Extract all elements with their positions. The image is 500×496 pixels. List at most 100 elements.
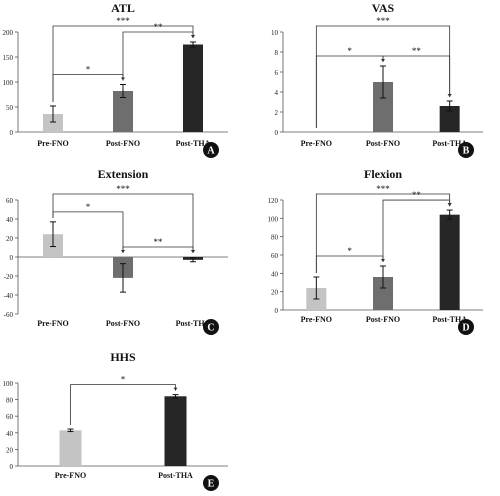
bar-b-2 bbox=[439, 106, 460, 132]
y-tick-label-b: 10 bbox=[271, 29, 279, 37]
y-tick-label-e: 80 bbox=[6, 397, 14, 405]
y-tick-label-e: 60 bbox=[6, 413, 14, 421]
y-tick-label-d: 80 bbox=[271, 234, 279, 242]
y-tick-label-c: -40 bbox=[4, 292, 14, 300]
chart-title-a: ATL bbox=[111, 1, 135, 15]
y-tick-label-c: 20 bbox=[6, 235, 14, 243]
panel-e: HHS 0 20 40 60 80 100 Pre-FNO Post-THA * E bbox=[3, 350, 228, 491]
y-tick-label-a: 50 bbox=[6, 104, 14, 112]
y-tick-label-b: 0 bbox=[275, 129, 279, 137]
panel-letter-e: E bbox=[208, 479, 215, 490]
panel-badge-e bbox=[203, 475, 219, 491]
panel-letter-b: B bbox=[463, 146, 470, 157]
significance-bracket-a-1 bbox=[122, 31, 194, 81]
chart-title-e: HHS bbox=[110, 350, 136, 364]
significance-bracket-d-0 bbox=[315, 255, 384, 273]
significance-label-c-0: * bbox=[86, 202, 91, 212]
y-tick-label-c: -20 bbox=[4, 273, 14, 281]
panel-badge-d bbox=[458, 319, 474, 335]
y-tick-label-b: 6 bbox=[275, 69, 279, 77]
y-tick-label-d: 120 bbox=[268, 197, 279, 205]
significance-label-d-1: ** bbox=[412, 190, 422, 200]
panel-badge-b bbox=[458, 142, 474, 158]
panel-letter-a: A bbox=[207, 146, 215, 157]
significance-arrow-a-2 bbox=[191, 35, 195, 38]
bar-e-1 bbox=[164, 396, 187, 466]
y-tick-label-b: 4 bbox=[275, 89, 279, 97]
significance-arrow-c-2 bbox=[191, 250, 195, 253]
category-label-a-2: Post-THA bbox=[176, 139, 211, 148]
category-label-d-0: Pre-FNO bbox=[301, 315, 332, 324]
significance-bracket-c-2 bbox=[52, 193, 194, 253]
significance-arrow-b-2 bbox=[447, 94, 452, 97]
category-label-e-1: Post-THA bbox=[158, 471, 193, 480]
y-tick-label-e: 20 bbox=[6, 446, 14, 454]
y-tick-label-e: 100 bbox=[3, 380, 14, 388]
significance-bracket-e-0 bbox=[70, 384, 176, 426]
bar-b-1 bbox=[373, 82, 393, 132]
bar-d-1 bbox=[373, 277, 393, 310]
y-tick-label-c: 40 bbox=[6, 216, 14, 224]
bar-a-1 bbox=[113, 91, 133, 132]
y-tick-label-e: 40 bbox=[6, 430, 14, 438]
panel-letter-c: C bbox=[207, 323, 214, 334]
significance-label-e-0: * bbox=[121, 375, 126, 385]
y-tick-label-d: 0 bbox=[275, 307, 279, 315]
significance-bracket-d-2 bbox=[315, 193, 451, 273]
y-tick-label-d: 100 bbox=[268, 215, 279, 223]
category-label-e-0: Pre-FNO bbox=[55, 471, 86, 480]
significance-arrow-e-0 bbox=[173, 387, 178, 391]
y-tick-label-a: 100 bbox=[3, 79, 14, 87]
significance-bracket-a-0 bbox=[52, 74, 124, 102]
category-label-a-1: Post-FNO bbox=[106, 139, 140, 148]
panel-badge-c bbox=[203, 319, 219, 335]
chart-title-b: VAS bbox=[372, 1, 395, 15]
category-label-c-2: Post-THA bbox=[176, 319, 211, 328]
significance-bracket-a-2 bbox=[52, 25, 194, 102]
y-tick-label-d: 60 bbox=[271, 252, 279, 260]
bar-d-2 bbox=[439, 214, 460, 310]
significance-label-a-2: *** bbox=[116, 16, 130, 26]
y-tick-label-b: 2 bbox=[275, 109, 279, 117]
significance-bracket-c-0 bbox=[52, 211, 124, 253]
significance-label-a-1: ** bbox=[154, 22, 164, 32]
significance-label-b-1: ** bbox=[412, 46, 422, 56]
y-tick-label-a: 0 bbox=[10, 129, 14, 137]
category-label-a-0: Pre-FNO bbox=[37, 139, 68, 148]
y-tick-label-e: 0 bbox=[10, 463, 14, 471]
significance-bracket-b-2 bbox=[315, 25, 451, 128]
panel-c: Extension -60 -40 -20 0 20 40 60 Pre-FNO Post-FNO… bbox=[4, 167, 228, 335]
category-label-b-0: Pre-FNO bbox=[301, 139, 332, 148]
significance-bracket-c-1 bbox=[122, 246, 194, 253]
category-label-c-0: Pre-FNO bbox=[37, 319, 68, 328]
significance-label-b-0: * bbox=[347, 46, 352, 56]
y-tick-label-c: 0 bbox=[10, 254, 14, 262]
y-tick-label-d: 20 bbox=[271, 289, 279, 297]
panel-d: Flexion 0 20 40 60 80 100 120 Pre-FNO Post-FNO Pos… bbox=[268, 167, 483, 335]
significance-arrow-d-2 bbox=[447, 203, 452, 207]
panel-badge-a bbox=[203, 142, 219, 158]
bar-a-2 bbox=[183, 44, 203, 132]
chart-title-c: Extension bbox=[98, 167, 149, 181]
category-label-d-2: Post-THA bbox=[432, 315, 467, 324]
y-tick-label-c: 60 bbox=[6, 197, 14, 205]
significance-label-d-2: *** bbox=[376, 184, 390, 194]
category-label-b-1: Post-FNO bbox=[366, 139, 400, 148]
significance-label-c-2: *** bbox=[116, 184, 130, 194]
bar-a-0 bbox=[43, 114, 63, 132]
category-label-b-2: Post-THA bbox=[432, 139, 467, 148]
y-tick-label-c: -60 bbox=[4, 311, 14, 319]
bar-e-0 bbox=[59, 430, 82, 466]
significance-label-a-0: * bbox=[86, 65, 91, 75]
chart-title-d: Flexion bbox=[364, 167, 402, 181]
y-tick-label-a: 200 bbox=[3, 29, 14, 37]
panel-letter-d: D bbox=[462, 323, 469, 334]
y-tick-label-a: 150 bbox=[3, 54, 14, 62]
category-label-d-1: Post-FNO bbox=[366, 315, 400, 324]
y-tick-label-d: 40 bbox=[271, 270, 279, 278]
category-label-c-1: Post-FNO bbox=[106, 319, 140, 328]
